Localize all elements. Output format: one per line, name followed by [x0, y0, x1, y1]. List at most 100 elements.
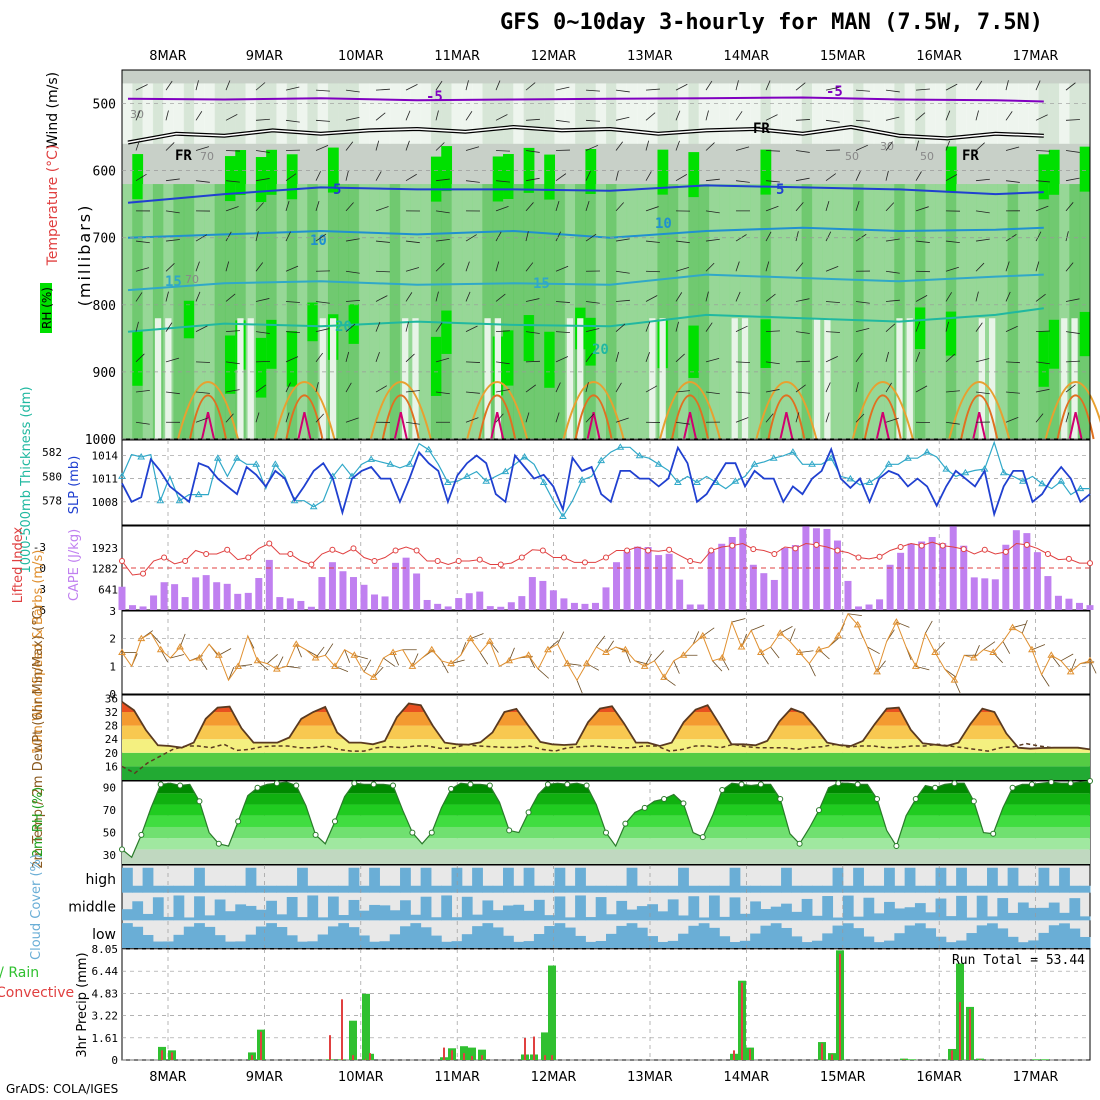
- cloud-bar: [235, 904, 247, 921]
- rh-contour-label: 30: [880, 140, 894, 153]
- wind-barb: [286, 665, 301, 669]
- cloud-bar: [616, 925, 628, 948]
- rh-contour-label: 50: [845, 150, 859, 163]
- cape-bar: [1002, 544, 1010, 610]
- rh-core: [266, 319, 277, 369]
- cloud-bar: [554, 923, 566, 948]
- date-label-bottom: 11MAR: [434, 1070, 480, 1085]
- cloud-bar: [966, 917, 978, 921]
- rh-dry-column: [412, 318, 419, 439]
- rh-line-marker: [835, 780, 842, 787]
- cloud-bar: [811, 940, 823, 948]
- cloud-bar: [389, 934, 401, 948]
- cloud-bar: [1038, 867, 1050, 893]
- rh-band: [770, 184, 782, 439]
- rh-legend-swatch: [40, 283, 52, 333]
- wind-barb: [765, 293, 776, 302]
- wind-barb: [765, 180, 780, 183]
- cape-bar: [297, 600, 305, 610]
- rh-upper-dry: [873, 83, 885, 144]
- rh-upper-dry: [276, 83, 288, 144]
- rh-line-marker: [506, 827, 513, 834]
- date-label-top: 8MAR: [149, 49, 186, 64]
- wind-barb: [1005, 361, 1020, 364]
- cloud-bar: [863, 936, 875, 948]
- cloud-bar: [430, 885, 442, 893]
- wind-barb: [645, 385, 658, 393]
- date-label-bottom: 17MAR: [1013, 1070, 1059, 1085]
- wind-barb: [585, 301, 600, 304]
- wind-barb: [285, 331, 300, 334]
- wind-barb: [435, 178, 450, 182]
- wind-barb: [765, 150, 780, 152]
- wind-barb: [435, 142, 445, 151]
- wind-barb: [451, 659, 465, 664]
- wind-barb: [195, 234, 207, 242]
- hot-contour: [490, 411, 505, 440]
- rh-upper-dry: [997, 83, 1009, 144]
- rh-upper-dry: [400, 83, 411, 144]
- date-label-top: 17MAR: [1013, 49, 1059, 64]
- rh-line-marker: [583, 782, 590, 789]
- wind-barb: [915, 321, 921, 332]
- cloud-bar: [750, 933, 761, 948]
- rh-upper-dry: [739, 83, 751, 144]
- wind-barb: [934, 641, 945, 653]
- wind-barb: [885, 170, 889, 181]
- date-label-bottom: 15MAR: [820, 1070, 866, 1085]
- wind-barb: [795, 177, 810, 182]
- precip-convective-bar: [251, 1055, 253, 1060]
- wind-barb: [645, 88, 660, 91]
- warm-contour: [948, 381, 1011, 440]
- wind-barb: [765, 114, 778, 121]
- wind-barb: [585, 328, 600, 333]
- cape-bar: [928, 536, 936, 610]
- wind-barb: [765, 413, 774, 423]
- temperature-axis-label: Temperature (°C): [45, 145, 61, 267]
- wind-barb: [885, 202, 895, 212]
- cloud-bar: [564, 927, 576, 948]
- rh-band: [894, 184, 906, 439]
- cloud-bar: [461, 934, 473, 948]
- lifted-index-line-marker: [518, 554, 525, 561]
- lifted-index-line-marker: [645, 547, 652, 554]
- wind-barb: [435, 357, 450, 363]
- credit-label: GrADS: COLA/IGES: [6, 1082, 119, 1096]
- wind-barb: [770, 646, 780, 659]
- wind-barb: [465, 80, 469, 91]
- wind-barb: [855, 119, 870, 122]
- wind-barb: [465, 417, 479, 423]
- wind-barb: [945, 83, 958, 91]
- rh-dry-column: [577, 318, 584, 439]
- wind-speed-line-marker: [950, 676, 959, 683]
- wind-barb: [345, 170, 349, 181]
- cloud-bar: [698, 917, 710, 921]
- date-label-top: 10MAR: [338, 49, 384, 64]
- cloud-bar: [575, 867, 586, 893]
- wind-barb: [825, 119, 840, 123]
- pressure-tick-label: 900: [93, 366, 116, 381]
- lifted-index-line-marker: [876, 553, 883, 560]
- wind-barb: [363, 659, 372, 673]
- wind-barb: [315, 382, 319, 393]
- cloud-bar: [1048, 885, 1060, 893]
- cape-bar: [392, 562, 400, 610]
- wind-barb: [705, 80, 713, 91]
- wind-barb: [495, 261, 500, 272]
- wind-barb: [555, 301, 570, 303]
- wind-speed-line-marker: [621, 645, 630, 653]
- rh-contour-label: 50: [920, 150, 934, 163]
- rh-upper-dry: [760, 83, 772, 144]
- cloud-bar: [379, 905, 391, 921]
- cape-bar: [739, 528, 747, 610]
- wind-barb: [285, 173, 297, 182]
- lifted-index-line-marker: [455, 558, 462, 564]
- wind-barb: [975, 291, 979, 302]
- rh-band: [811, 184, 823, 439]
- thickness-line-marker: [424, 445, 433, 453]
- rh-line-marker: [932, 784, 939, 791]
- rh-upper-core: [266, 149, 277, 195]
- cloud-bar: [564, 885, 576, 893]
- wind-barb: [195, 391, 210, 394]
- wind-barb: [345, 382, 352, 393]
